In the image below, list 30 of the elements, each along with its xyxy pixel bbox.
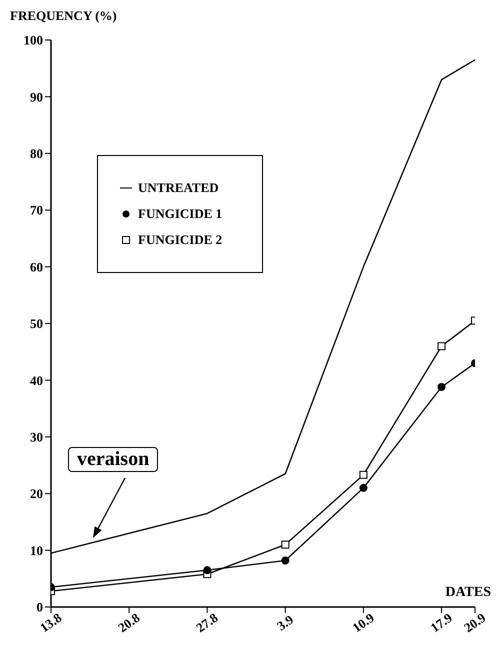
point <box>438 383 446 392</box>
x-tick-label: 17.9 <box>428 610 456 636</box>
y-tick-label: 50 <box>30 316 43 332</box>
y-tick-label: 80 <box>30 146 43 162</box>
legend-label: UNTREATED <box>138 180 219 196</box>
y-tick-label: 0 <box>36 600 43 615</box>
y-tick-label: 100 <box>24 32 43 48</box>
legend-label: FUNGICIDE 1 <box>138 206 222 222</box>
point <box>281 556 290 565</box>
y-axis-title: FREQUENCY (%) <box>10 8 117 24</box>
point <box>359 484 368 492</box>
x-axis-title: DATES <box>443 585 493 601</box>
y-tick-label: 90 <box>30 89 43 104</box>
x-tick-label: 20.9 <box>461 610 489 636</box>
x-tick-label: 3.9 <box>274 612 296 634</box>
legend-label: FUNGICIDE 2 <box>138 232 222 248</box>
x-tick-label: 20.8 <box>115 610 143 636</box>
point <box>281 540 290 549</box>
y-tick-label: 10 <box>30 542 43 558</box>
x-tick-label: 27.8 <box>193 610 221 636</box>
annotation: veraison <box>68 447 158 472</box>
x-tick-label: 10.9 <box>350 610 378 636</box>
point <box>359 470 368 479</box>
y-tick-label: 70 <box>30 202 43 218</box>
y-tick-label: 40 <box>30 372 43 388</box>
point <box>203 566 212 574</box>
y-tick-label: 20 <box>30 486 43 502</box>
y-tick-label: 60 <box>30 259 43 274</box>
y-tick-label: 30 <box>30 430 43 445</box>
point <box>438 342 446 350</box>
